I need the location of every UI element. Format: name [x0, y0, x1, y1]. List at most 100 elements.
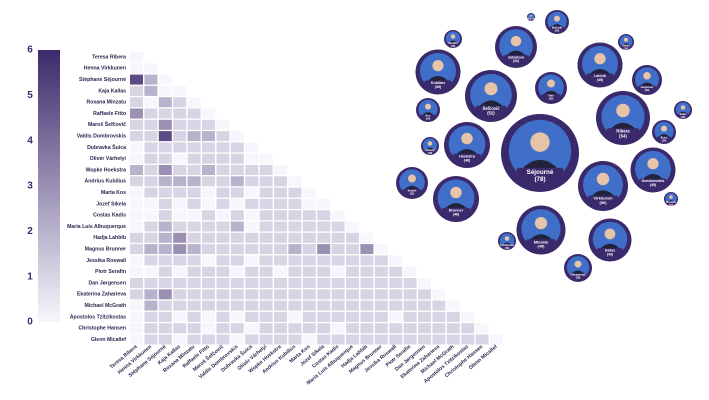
- heat-cell: [187, 289, 201, 300]
- heat-cell: [144, 63, 158, 74]
- heat-cell: [374, 289, 388, 300]
- portrait-head: [427, 141, 433, 146]
- bubble-value-label: (24): [662, 139, 667, 142]
- label-box: [526, 239, 556, 250]
- row-label: Stéphane Séjourné: [79, 77, 126, 83]
- heat-cell: [158, 244, 172, 255]
- row-label: Dan Jørgensen: [89, 280, 126, 286]
- heat-cell: [216, 210, 230, 221]
- heat-cell: [360, 311, 374, 322]
- bubble-value-label: (42): [513, 59, 519, 63]
- heat-cell: [173, 108, 187, 119]
- heat-cell: [418, 300, 431, 311]
- heat-cell: [158, 210, 172, 221]
- label-box: [541, 94, 561, 101]
- heat-cell: [360, 300, 374, 311]
- heat-cell: [144, 334, 158, 345]
- heat-cell: [202, 221, 215, 232]
- heat-cell: [202, 311, 215, 322]
- bubble-name: Šuica: [661, 137, 668, 140]
- heat-cell: [216, 142, 230, 153]
- heat-cell: [144, 255, 158, 266]
- heat-cell: [144, 278, 158, 288]
- row-label: Jessika Roswall: [86, 258, 126, 264]
- heat-cell: [230, 153, 244, 164]
- heat-cell: [187, 119, 201, 130]
- heat-cell: [130, 221, 143, 232]
- heat-cell: [245, 266, 259, 277]
- portrait-head: [554, 15, 560, 22]
- heat-cell: [158, 221, 172, 232]
- heat-cell: [288, 176, 302, 187]
- heat-cell: [130, 176, 143, 187]
- heat-cell: [432, 300, 446, 311]
- heat-cell: [230, 221, 244, 232]
- heat-cell: [288, 210, 302, 221]
- portrait-head: [432, 60, 444, 72]
- bubble-name: Séjourné: [527, 169, 554, 176]
- heat-cell: [346, 323, 359, 334]
- row-label: Costas Kadis: [93, 213, 126, 219]
- heat-cell: [216, 255, 230, 266]
- heat-cell: [346, 334, 359, 345]
- row-label: Ekaterina Zaharieva: [77, 292, 126, 298]
- heat-cell: [245, 244, 259, 255]
- heat-cell: [288, 232, 302, 243]
- label-box: [606, 128, 640, 140]
- heat-cell: [418, 323, 431, 334]
- row-label: Maroš Šefčovič: [88, 120, 126, 128]
- bubble-value-label: (43): [607, 252, 613, 256]
- heat-cell: [331, 210, 345, 221]
- color-tick-label: 3: [27, 181, 33, 192]
- heat-cell: [202, 210, 215, 221]
- heat-cell: [317, 278, 331, 288]
- heat-cell: [144, 266, 158, 277]
- heat-cell: [245, 221, 259, 232]
- heat-cell: [245, 142, 259, 153]
- row-label: Hadja Lahbib: [93, 235, 126, 241]
- bubble-value-label: (78): [534, 176, 545, 183]
- heat-cell: [202, 153, 215, 164]
- heat-cell: [418, 311, 431, 322]
- heat-cell: [274, 165, 287, 175]
- heat-cell: [317, 244, 331, 255]
- bubble-value-label: (50): [599, 200, 607, 205]
- heat-cell: [230, 142, 244, 153]
- heat-cell: [130, 278, 143, 288]
- heat-cell: [216, 311, 230, 322]
- heat-cell: [302, 278, 316, 288]
- heat-cell: [202, 278, 215, 288]
- color-bar: [38, 50, 60, 322]
- color-tick-label: 5: [27, 90, 33, 101]
- heat-cell: [187, 278, 201, 288]
- heat-cell: [446, 311, 460, 322]
- heat-cell: [302, 300, 316, 311]
- heat-cell: [317, 210, 331, 221]
- heat-cell: [274, 232, 287, 243]
- heat-cell: [346, 278, 359, 288]
- heat-cell: [130, 119, 143, 130]
- bubble-name: Albuquerque: [570, 274, 586, 277]
- label-box: [569, 273, 587, 280]
- heat-cell: [187, 244, 201, 255]
- heat-cell: [389, 300, 403, 311]
- heat-cell: [173, 119, 187, 130]
- heat-cell: [331, 232, 345, 243]
- heat-cell: [173, 311, 187, 322]
- heat-cell: [245, 334, 259, 345]
- bubble-value-label: (32): [410, 191, 415, 195]
- heat-cell: [389, 255, 403, 266]
- heat-cell: [259, 311, 273, 322]
- heat-cell: [360, 289, 374, 300]
- heat-cell: [274, 221, 287, 232]
- bubble-value-label: (45): [597, 78, 604, 82]
- heat-cell: [346, 244, 359, 255]
- heat-cell: [173, 334, 187, 345]
- heat-cell: [360, 323, 374, 334]
- heat-cell: [216, 221, 230, 232]
- heat-cell: [130, 198, 143, 209]
- bubble-name: Tzitzikostas: [500, 244, 515, 247]
- heat-cell: [389, 323, 403, 334]
- heat-cell: [374, 334, 388, 345]
- heat-cell: [173, 278, 187, 288]
